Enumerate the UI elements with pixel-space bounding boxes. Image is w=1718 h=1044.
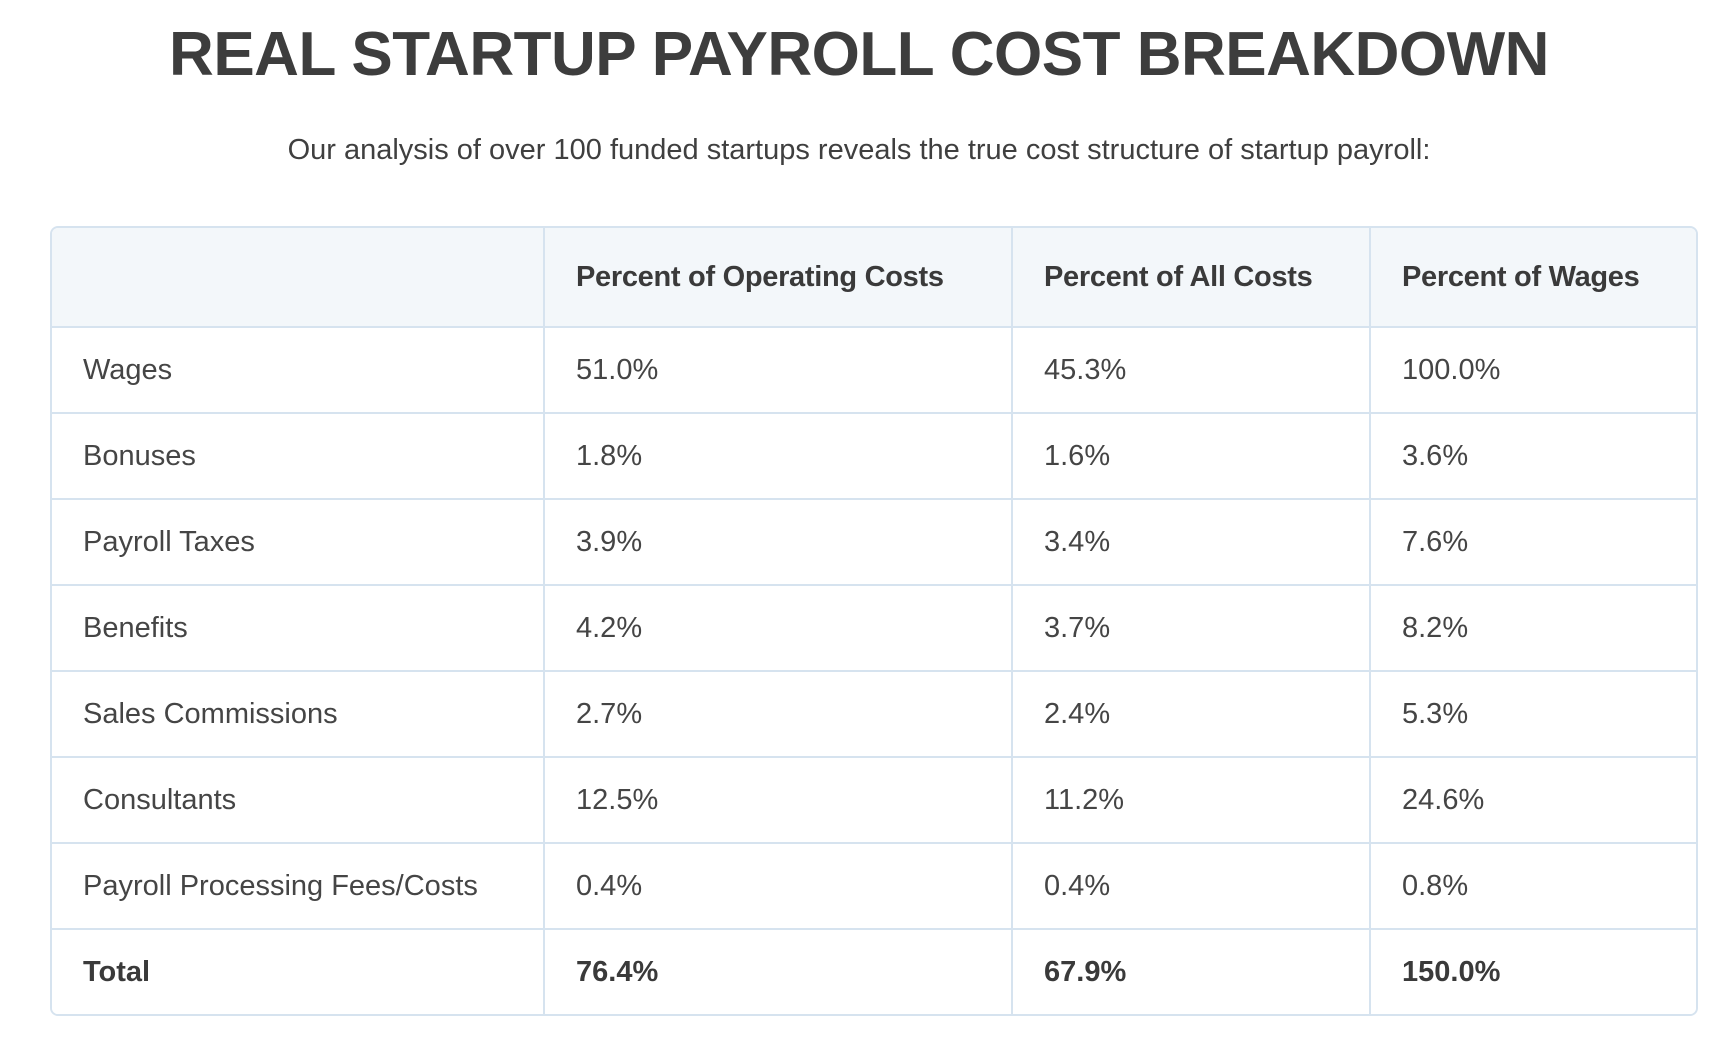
- cell-operating: 76.4%: [544, 929, 1013, 1014]
- header-percent-operating-costs: Percent of Operating Costs: [544, 228, 1013, 328]
- table-row-wages: Wages 51.0% 45.3% 100.0%: [52, 327, 1696, 414]
- cell-operating: 2.7%: [544, 671, 1013, 758]
- cell-wages: 5.3%: [1370, 671, 1696, 758]
- cell-wages: 24.6%: [1370, 757, 1696, 844]
- cell-all-costs: 67.9%: [1012, 929, 1371, 1014]
- row-label: Bonuses: [52, 413, 545, 500]
- cell-wages: 0.8%: [1370, 843, 1696, 930]
- cell-wages: 150.0%: [1370, 929, 1696, 1014]
- row-label: Wages: [52, 327, 545, 414]
- table-row-consultants: Consultants 12.5% 11.2% 24.6%: [52, 757, 1696, 844]
- row-label: Payroll Processing Fees/Costs: [52, 843, 545, 930]
- header-category: [52, 228, 545, 328]
- cell-wages: 100.0%: [1370, 327, 1696, 414]
- page-subtitle: Our analysis of over 100 funded startups…: [287, 134, 1431, 166]
- cell-operating: 12.5%: [544, 757, 1013, 844]
- cell-all-costs: 3.4%: [1012, 499, 1371, 586]
- cell-all-costs: 3.7%: [1012, 585, 1371, 672]
- header-percent-wages: Percent of Wages: [1370, 228, 1696, 328]
- row-label: Consultants: [52, 757, 545, 844]
- table-row-sales-commissions: Sales Commissions 2.7% 2.4% 5.3%: [52, 671, 1696, 758]
- row-label: Total: [52, 929, 545, 1014]
- cell-wages: 8.2%: [1370, 585, 1696, 672]
- cell-wages: 7.6%: [1370, 499, 1696, 586]
- cell-wages: 3.6%: [1370, 413, 1696, 500]
- table-row-payroll-taxes: Payroll Taxes 3.9% 3.4% 7.6%: [52, 499, 1696, 586]
- cell-all-costs: 2.4%: [1012, 671, 1371, 758]
- table-row-total: Total 76.4% 67.9% 150.0%: [52, 929, 1696, 1014]
- table-header-row: Percent of Operating Costs Percent of Al…: [52, 228, 1696, 328]
- page-title: REAL STARTUP PAYROLL COST BREAKDOWN: [169, 20, 1549, 89]
- cell-all-costs: 45.3%: [1012, 327, 1371, 414]
- cell-all-costs: 11.2%: [1012, 757, 1371, 844]
- cell-operating: 1.8%: [544, 413, 1013, 500]
- cell-operating: 51.0%: [544, 327, 1013, 414]
- cell-operating: 0.4%: [544, 843, 1013, 930]
- cell-all-costs: 1.6%: [1012, 413, 1371, 500]
- cell-all-costs: 0.4%: [1012, 843, 1371, 930]
- table-row-payroll-processing: Payroll Processing Fees/Costs 0.4% 0.4% …: [52, 843, 1696, 930]
- table-row-bonuses: Bonuses 1.8% 1.6% 3.6%: [52, 413, 1696, 500]
- row-label: Benefits: [52, 585, 545, 672]
- table-row-benefits: Benefits 4.2% 3.7% 8.2%: [52, 585, 1696, 672]
- cell-operating: 3.9%: [544, 499, 1013, 586]
- cell-operating: 4.2%: [544, 585, 1013, 672]
- row-label: Payroll Taxes: [52, 499, 545, 586]
- payroll-cost-table-container: Percent of Operating Costs Percent of Al…: [50, 226, 1698, 1016]
- row-label: Sales Commissions: [52, 671, 545, 758]
- payroll-cost-table: Percent of Operating Costs Percent of Al…: [52, 228, 1696, 1014]
- header-percent-all-costs: Percent of All Costs: [1012, 228, 1371, 328]
